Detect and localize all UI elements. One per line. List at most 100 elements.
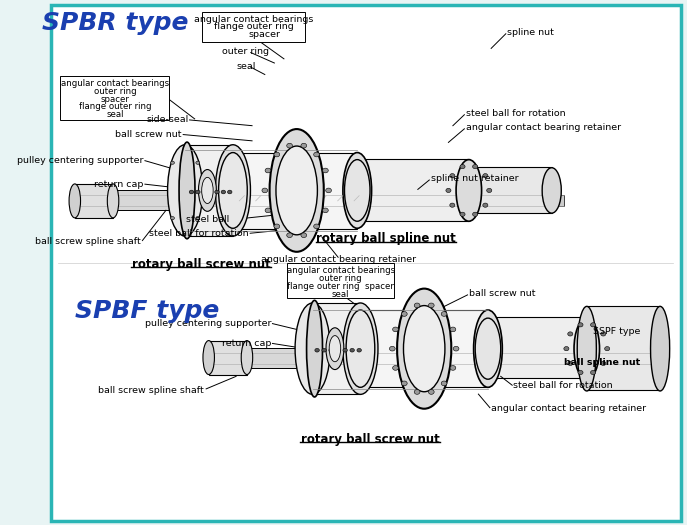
Text: spline nut: spline nut [507, 28, 554, 37]
Text: return cap: return cap [222, 339, 271, 348]
Ellipse shape [179, 142, 195, 239]
Text: angular contact bearings: angular contact bearings [286, 266, 395, 275]
Ellipse shape [326, 328, 344, 370]
Ellipse shape [218, 153, 247, 228]
Bar [357, 159, 469, 220]
Ellipse shape [196, 190, 200, 194]
Ellipse shape [574, 318, 600, 379]
Ellipse shape [460, 164, 465, 169]
Ellipse shape [651, 307, 670, 391]
Text: rotary ball screw nut: rotary ball screw nut [132, 258, 271, 270]
Ellipse shape [276, 146, 317, 235]
Text: ball screw spline shaft: ball screw spline shaft [98, 386, 204, 395]
Ellipse shape [241, 341, 253, 374]
Ellipse shape [175, 191, 183, 211]
Ellipse shape [483, 174, 488, 178]
Ellipse shape [265, 208, 271, 213]
Ellipse shape [202, 190, 207, 194]
Ellipse shape [203, 341, 214, 374]
Text: ball screw nut: ball screw nut [115, 130, 182, 139]
Ellipse shape [322, 168, 328, 173]
Ellipse shape [199, 170, 216, 212]
Ellipse shape [314, 224, 319, 229]
Ellipse shape [286, 233, 293, 238]
Text: angular contact bearing retainer: angular contact bearing retainer [491, 404, 646, 413]
Ellipse shape [564, 346, 569, 351]
Ellipse shape [301, 233, 306, 238]
Ellipse shape [578, 323, 583, 327]
Ellipse shape [295, 303, 330, 394]
FancyBboxPatch shape [202, 12, 305, 42]
Ellipse shape [591, 371, 596, 375]
Text: flange outer ring  spacer: flange outer ring spacer [287, 282, 394, 291]
Ellipse shape [473, 212, 477, 216]
Ellipse shape [600, 332, 606, 336]
Ellipse shape [475, 318, 501, 379]
Ellipse shape [350, 349, 354, 352]
Ellipse shape [397, 289, 451, 409]
Ellipse shape [202, 177, 213, 204]
Text: angular contact bearing retainer: angular contact bearing retainer [466, 123, 621, 132]
Text: flange outer ring: flange outer ring [79, 102, 151, 111]
Bar [75, 184, 113, 218]
Ellipse shape [414, 390, 420, 394]
Text: seal: seal [236, 61, 256, 71]
Text: spacer: spacer [100, 94, 129, 103]
Ellipse shape [441, 381, 447, 386]
Ellipse shape [265, 168, 271, 173]
Ellipse shape [567, 361, 573, 365]
Ellipse shape [286, 143, 293, 148]
Ellipse shape [107, 184, 119, 218]
Ellipse shape [403, 306, 445, 392]
Ellipse shape [414, 303, 420, 308]
Text: flange outer ring: flange outer ring [214, 23, 294, 32]
Ellipse shape [344, 160, 370, 221]
Bar [233, 153, 357, 228]
FancyBboxPatch shape [287, 262, 394, 298]
Bar [488, 317, 587, 379]
Ellipse shape [343, 349, 348, 352]
Ellipse shape [326, 188, 331, 193]
Ellipse shape [401, 381, 407, 386]
FancyBboxPatch shape [60, 76, 169, 120]
Text: angular contact bearings: angular contact bearings [61, 79, 169, 88]
Ellipse shape [343, 153, 372, 228]
Text: spline nut retainer: spline nut retainer [431, 174, 518, 183]
Text: rotary ball spline nut: rotary ball spline nut [316, 232, 455, 245]
Ellipse shape [483, 203, 488, 207]
Ellipse shape [208, 190, 213, 194]
Ellipse shape [450, 203, 455, 207]
Ellipse shape [429, 390, 434, 394]
Ellipse shape [460, 212, 465, 216]
Ellipse shape [69, 184, 80, 218]
Ellipse shape [306, 300, 322, 397]
Ellipse shape [196, 161, 200, 164]
Text: return cap: return cap [94, 180, 144, 188]
Text: ball spline nut: ball spline nut [565, 358, 641, 367]
Bar [243, 348, 306, 368]
Ellipse shape [315, 349, 319, 352]
Ellipse shape [401, 312, 407, 316]
Ellipse shape [301, 143, 306, 148]
Ellipse shape [600, 361, 606, 365]
Ellipse shape [453, 346, 459, 351]
Ellipse shape [322, 208, 328, 213]
Bar [587, 306, 660, 391]
Ellipse shape [215, 190, 219, 194]
Ellipse shape [486, 188, 492, 193]
Ellipse shape [456, 160, 482, 221]
Text: ball screw spline shaft: ball screw spline shaft [35, 237, 140, 246]
Text: seal: seal [106, 110, 124, 119]
Ellipse shape [450, 327, 455, 332]
Ellipse shape [314, 152, 319, 157]
Ellipse shape [168, 145, 203, 236]
Bar [313, 303, 361, 394]
Bar [469, 167, 552, 213]
Ellipse shape [446, 188, 451, 193]
Text: SPBF type: SPBF type [75, 299, 219, 322]
Ellipse shape [329, 349, 333, 352]
Text: steel ball: steel ball [186, 215, 229, 224]
Text: SSPF type: SSPF type [593, 327, 640, 336]
Text: steel ball for rotation: steel ball for rotation [149, 229, 249, 238]
Ellipse shape [567, 332, 573, 336]
